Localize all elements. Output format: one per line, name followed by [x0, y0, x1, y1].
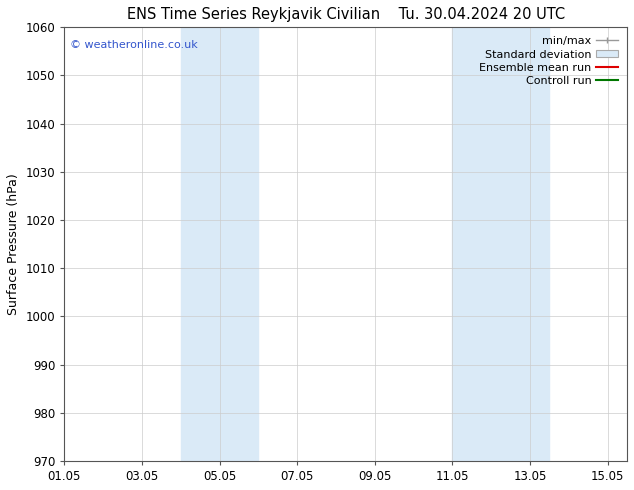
Bar [181, 27, 258, 461]
Legend: min/max, Standard deviation, Ensemble mean run, Controll run: min/max, Standard deviation, Ensemble me… [476, 33, 621, 90]
Y-axis label: Surface Pressure (hPa): Surface Pressure (hPa) [7, 173, 20, 315]
Text: © weatheronline.co.uk: © weatheronline.co.uk [70, 40, 198, 50]
Bar [453, 27, 550, 461]
Title: ENS Time Series Reykjavik Civilian    Tu. 30.04.2024 20 UTC: ENS Time Series Reykjavik Civilian Tu. 3… [127, 7, 565, 22]
